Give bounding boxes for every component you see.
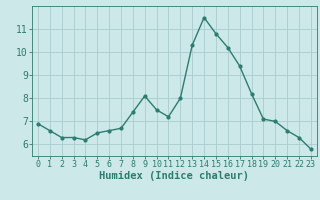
X-axis label: Humidex (Indice chaleur): Humidex (Indice chaleur) — [100, 171, 249, 181]
